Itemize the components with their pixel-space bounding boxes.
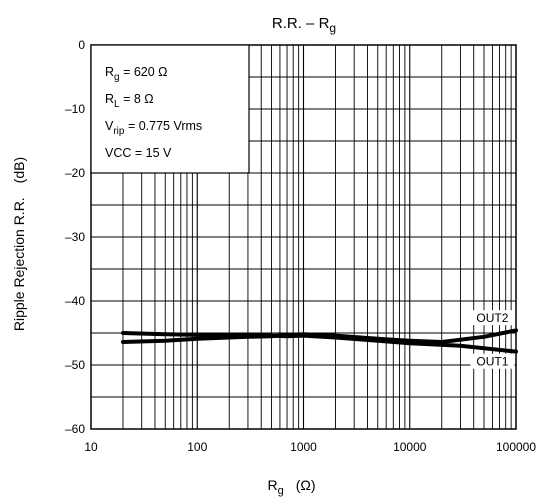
chart-title: R.R. – Rg xyxy=(272,15,336,35)
y-tick-label: –30 xyxy=(65,230,85,244)
y-tick-label: –20 xyxy=(65,166,85,180)
condition-line: RL = 8 Ω xyxy=(105,92,154,110)
series-labels: OUT2 OUT1 xyxy=(470,310,515,369)
plot-frame xyxy=(90,44,517,430)
conditions-box-frame xyxy=(90,44,250,174)
series-line-out2 xyxy=(121,328,518,344)
series-label-out1: OUT1 xyxy=(476,355,508,369)
y-tick-labels: 0 –10 –20 –30 –40 –50 –60 xyxy=(65,38,85,436)
x-tick-label: 100000 xyxy=(496,440,536,454)
x-tick-label: 10 xyxy=(84,440,98,454)
series-label-bg xyxy=(470,353,515,369)
x-tick-label: 1000 xyxy=(290,440,317,454)
series-label-out2: OUT2 xyxy=(476,311,508,325)
y-tick-label: –50 xyxy=(65,358,85,372)
condition-line: Vrip = 0.775 Vrms xyxy=(105,119,202,137)
x-tick-label: 10000 xyxy=(393,440,427,454)
x-tick-label: 100 xyxy=(187,440,207,454)
y-axis-label: Ripple Rejection R.R.(dB) xyxy=(11,157,27,331)
condition-line: Rg = 620 Ω xyxy=(105,65,168,83)
series-layer xyxy=(121,328,518,354)
x-axis-label: Rg (Ω) xyxy=(267,477,315,497)
x-tick-labels: 10 100 1000 10000 100000 xyxy=(84,440,536,454)
y-tick-label: –40 xyxy=(65,294,85,308)
y-tick-label: –10 xyxy=(65,102,85,116)
y-tick-label: –60 xyxy=(65,422,85,436)
condition-line: VCC = 15 V xyxy=(105,146,172,160)
conditions-box: Rg = 620 Ω RL = 8 Ω Vrip = 0.775 Vrms VCC =… xyxy=(90,44,250,174)
series-label-bg xyxy=(470,310,515,326)
y-tick-label: 0 xyxy=(78,38,85,52)
